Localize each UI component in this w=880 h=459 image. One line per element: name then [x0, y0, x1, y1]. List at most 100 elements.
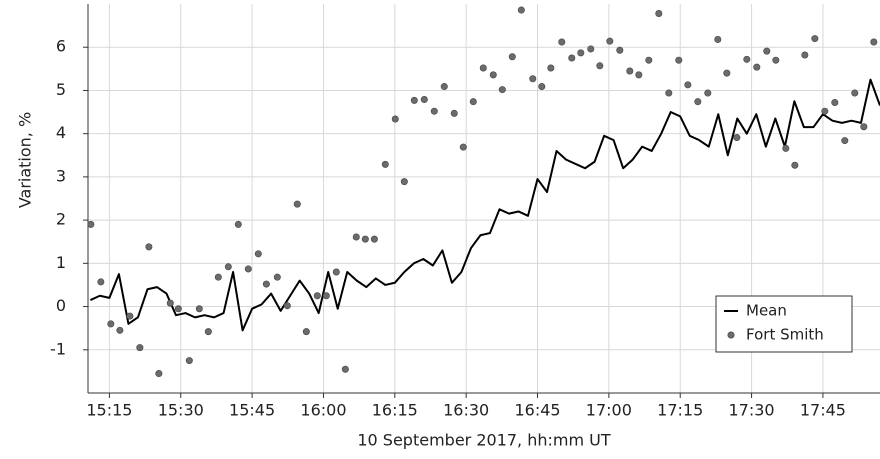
data-point [145, 243, 153, 251]
data-point [410, 96, 418, 104]
data-point [116, 326, 124, 334]
data-point [753, 63, 761, 71]
data-point [204, 328, 212, 336]
y-tick-label: 1 [56, 253, 66, 272]
x-tick-label: 16:45 [514, 401, 560, 420]
y-tick-label: 4 [56, 123, 66, 142]
data-point [361, 235, 369, 243]
data-point [489, 71, 497, 79]
x-tick-label: 15:45 [229, 401, 275, 420]
data-point [136, 344, 144, 352]
y-tick-label: -1 [50, 339, 66, 358]
data-point [606, 37, 614, 45]
data-point [498, 86, 506, 94]
data-point [782, 144, 790, 152]
data-point [684, 81, 692, 89]
data-point [772, 56, 780, 64]
data-point [568, 54, 576, 62]
data-point [733, 134, 741, 142]
legend-label: Fort Smith [746, 326, 824, 344]
data-point [821, 107, 829, 115]
data-point [558, 38, 566, 46]
data-point [763, 47, 771, 55]
data-point [313, 292, 321, 300]
data-point [870, 38, 878, 46]
data-point [538, 83, 546, 91]
data-point [665, 89, 673, 97]
data-point [293, 200, 301, 208]
data-point [283, 302, 291, 310]
data-point [675, 56, 683, 64]
data-point [801, 51, 809, 59]
x-tick-label: 15:30 [158, 401, 204, 420]
data-point [420, 96, 428, 104]
data-point [791, 161, 799, 169]
y-tick-label: 2 [56, 210, 66, 229]
data-point [332, 268, 340, 276]
y-tick-label: 3 [56, 166, 66, 185]
data-point [155, 370, 163, 378]
data-point [254, 250, 262, 258]
data-point [400, 178, 408, 186]
data-point [547, 64, 555, 72]
data-point [391, 115, 399, 123]
data-point [645, 56, 653, 64]
x-tick-label: 17:30 [729, 401, 775, 420]
data-point [860, 123, 868, 131]
data-point [529, 75, 537, 83]
legend-box [715, 295, 853, 353]
data-point [341, 365, 349, 373]
mean-line [89, 78, 880, 332]
data-point [174, 305, 182, 313]
data-point [616, 46, 624, 54]
data-point [214, 273, 222, 281]
legend-swatch [727, 331, 735, 339]
data-point [262, 280, 270, 288]
data-point [841, 137, 849, 145]
data-point [811, 35, 819, 43]
data-point [440, 83, 448, 91]
x-tick-label: 17:00 [586, 401, 632, 420]
data-point [224, 263, 232, 271]
data-point [596, 62, 604, 70]
data-point [635, 71, 643, 79]
y-tick-label: 0 [56, 296, 66, 315]
data-point [587, 45, 595, 53]
data-point [508, 53, 516, 61]
x-tick-label: 15:15 [86, 401, 132, 420]
x-tick-label: 16:15 [372, 401, 418, 420]
data-point [479, 64, 487, 72]
data-point [126, 312, 134, 320]
y-tick-label: 6 [56, 37, 66, 56]
data-point [97, 278, 105, 286]
data-point [107, 320, 115, 328]
data-point [166, 299, 174, 307]
x-tick-label: 17:45 [800, 401, 846, 420]
x-axis-title: 10 September 2017, hh:mm UT [357, 431, 611, 450]
y-tick-label: 5 [56, 80, 66, 99]
data-point [851, 89, 859, 97]
data-point [430, 107, 438, 115]
data-point [370, 235, 378, 243]
data-point [723, 69, 731, 77]
data-point [302, 328, 310, 336]
data-point [234, 220, 242, 228]
data-point [381, 160, 389, 168]
data-point [273, 273, 281, 281]
data-point [743, 55, 751, 63]
legend-label: Mean [746, 302, 787, 320]
data-point [626, 67, 634, 75]
data-point [655, 10, 663, 18]
x-tick-label: 16:00 [300, 401, 346, 420]
x-tick-label: 17:15 [657, 401, 703, 420]
data-point [322, 292, 330, 300]
y-axis-title: Variation, % [16, 112, 35, 208]
data-point [469, 98, 477, 106]
data-point [704, 89, 712, 97]
data-point [244, 265, 252, 273]
x-tick-label: 16:30 [443, 401, 489, 420]
data-point [577, 49, 585, 57]
data-point [517, 6, 525, 14]
data-point [195, 305, 203, 313]
